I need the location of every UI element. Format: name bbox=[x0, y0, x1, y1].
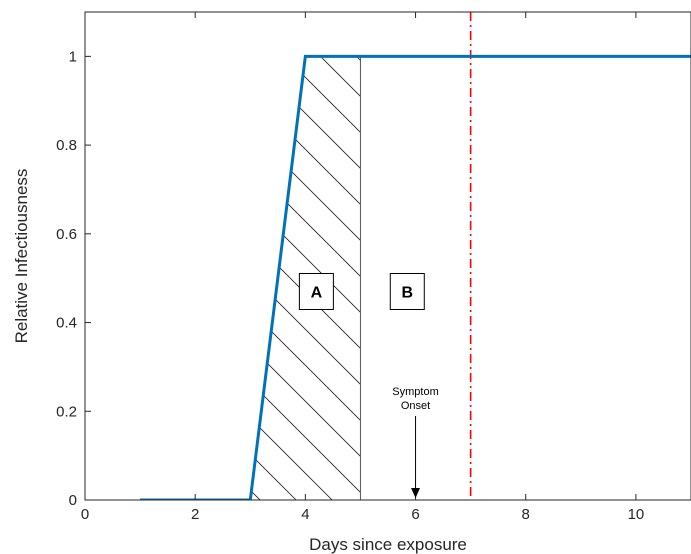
x-tick-label: 6 bbox=[411, 506, 419, 523]
hatch-line bbox=[297, 56, 361, 500]
y-tick-label: 0.2 bbox=[56, 403, 77, 420]
hatch-line bbox=[442, 34, 691, 500]
y-tick-label: 0 bbox=[69, 492, 77, 509]
hatch-line bbox=[370, 34, 691, 500]
y-axis-label: Relative Infectiousness bbox=[12, 169, 31, 344]
hatch-line bbox=[250, 56, 361, 500]
region-label-box bbox=[298, 272, 334, 310]
y-tick-label: 0.8 bbox=[56, 137, 77, 154]
hatch-line bbox=[250, 56, 361, 500]
hatch-line bbox=[250, 56, 361, 500]
hatch-line bbox=[514, 34, 691, 500]
ticks: 0 2 4 6 8 10 0 0.2 0.4 0.6 0.8 1 bbox=[56, 12, 644, 523]
hatch-line bbox=[406, 34, 691, 500]
hatch-line bbox=[658, 34, 691, 500]
y-tick-label: 0.6 bbox=[56, 226, 77, 243]
hatch-line bbox=[478, 34, 691, 500]
infectiousness-series-line bbox=[140, 54, 691, 500]
vertical-lines bbox=[359, 12, 472, 500]
axes bbox=[84, 11, 691, 501]
symptom-onset-annotation: Symptom Onset bbox=[392, 386, 439, 498]
annotation-arrow-head bbox=[411, 488, 421, 498]
hatch-line bbox=[250, 56, 333, 500]
hatch-line bbox=[550, 34, 691, 500]
x-tick-label: 10 bbox=[628, 506, 645, 523]
hatch-line bbox=[250, 56, 261, 500]
series-layer bbox=[140, 54, 691, 500]
hatch-lines bbox=[0, 34, 691, 500]
region-label-a: A bbox=[311, 284, 323, 301]
region-label-b: B bbox=[402, 284, 414, 301]
y-tick-label: 1 bbox=[69, 48, 77, 65]
x-tick-label: 2 bbox=[191, 506, 199, 523]
x-tick-label: 8 bbox=[522, 506, 530, 523]
hatch-line bbox=[622, 34, 691, 500]
y-tick-label: 0.4 bbox=[56, 315, 77, 332]
hatch-line bbox=[333, 56, 361, 500]
hatch-line bbox=[0, 34, 224, 500]
hatch-line bbox=[250, 56, 297, 500]
plot-frame bbox=[84, 11, 691, 501]
hatch-line bbox=[250, 56, 361, 500]
annotation-line-1: Symptom bbox=[392, 386, 438, 398]
x-tick-label: 0 bbox=[81, 506, 89, 523]
hatch-line bbox=[250, 56, 361, 500]
x-tick-label: 4 bbox=[301, 506, 309, 523]
x-axis-label: Days since exposure bbox=[309, 535, 467, 554]
annotation-line-2: Onset bbox=[401, 400, 430, 412]
hatch-line bbox=[250, 56, 361, 500]
hatch-line bbox=[250, 56, 361, 500]
hatched-region-a bbox=[0, 34, 691, 500]
hatch-line bbox=[261, 56, 361, 500]
hatch-line bbox=[586, 34, 691, 500]
region-label-box bbox=[389, 272, 425, 310]
hatch-line bbox=[250, 56, 361, 500]
